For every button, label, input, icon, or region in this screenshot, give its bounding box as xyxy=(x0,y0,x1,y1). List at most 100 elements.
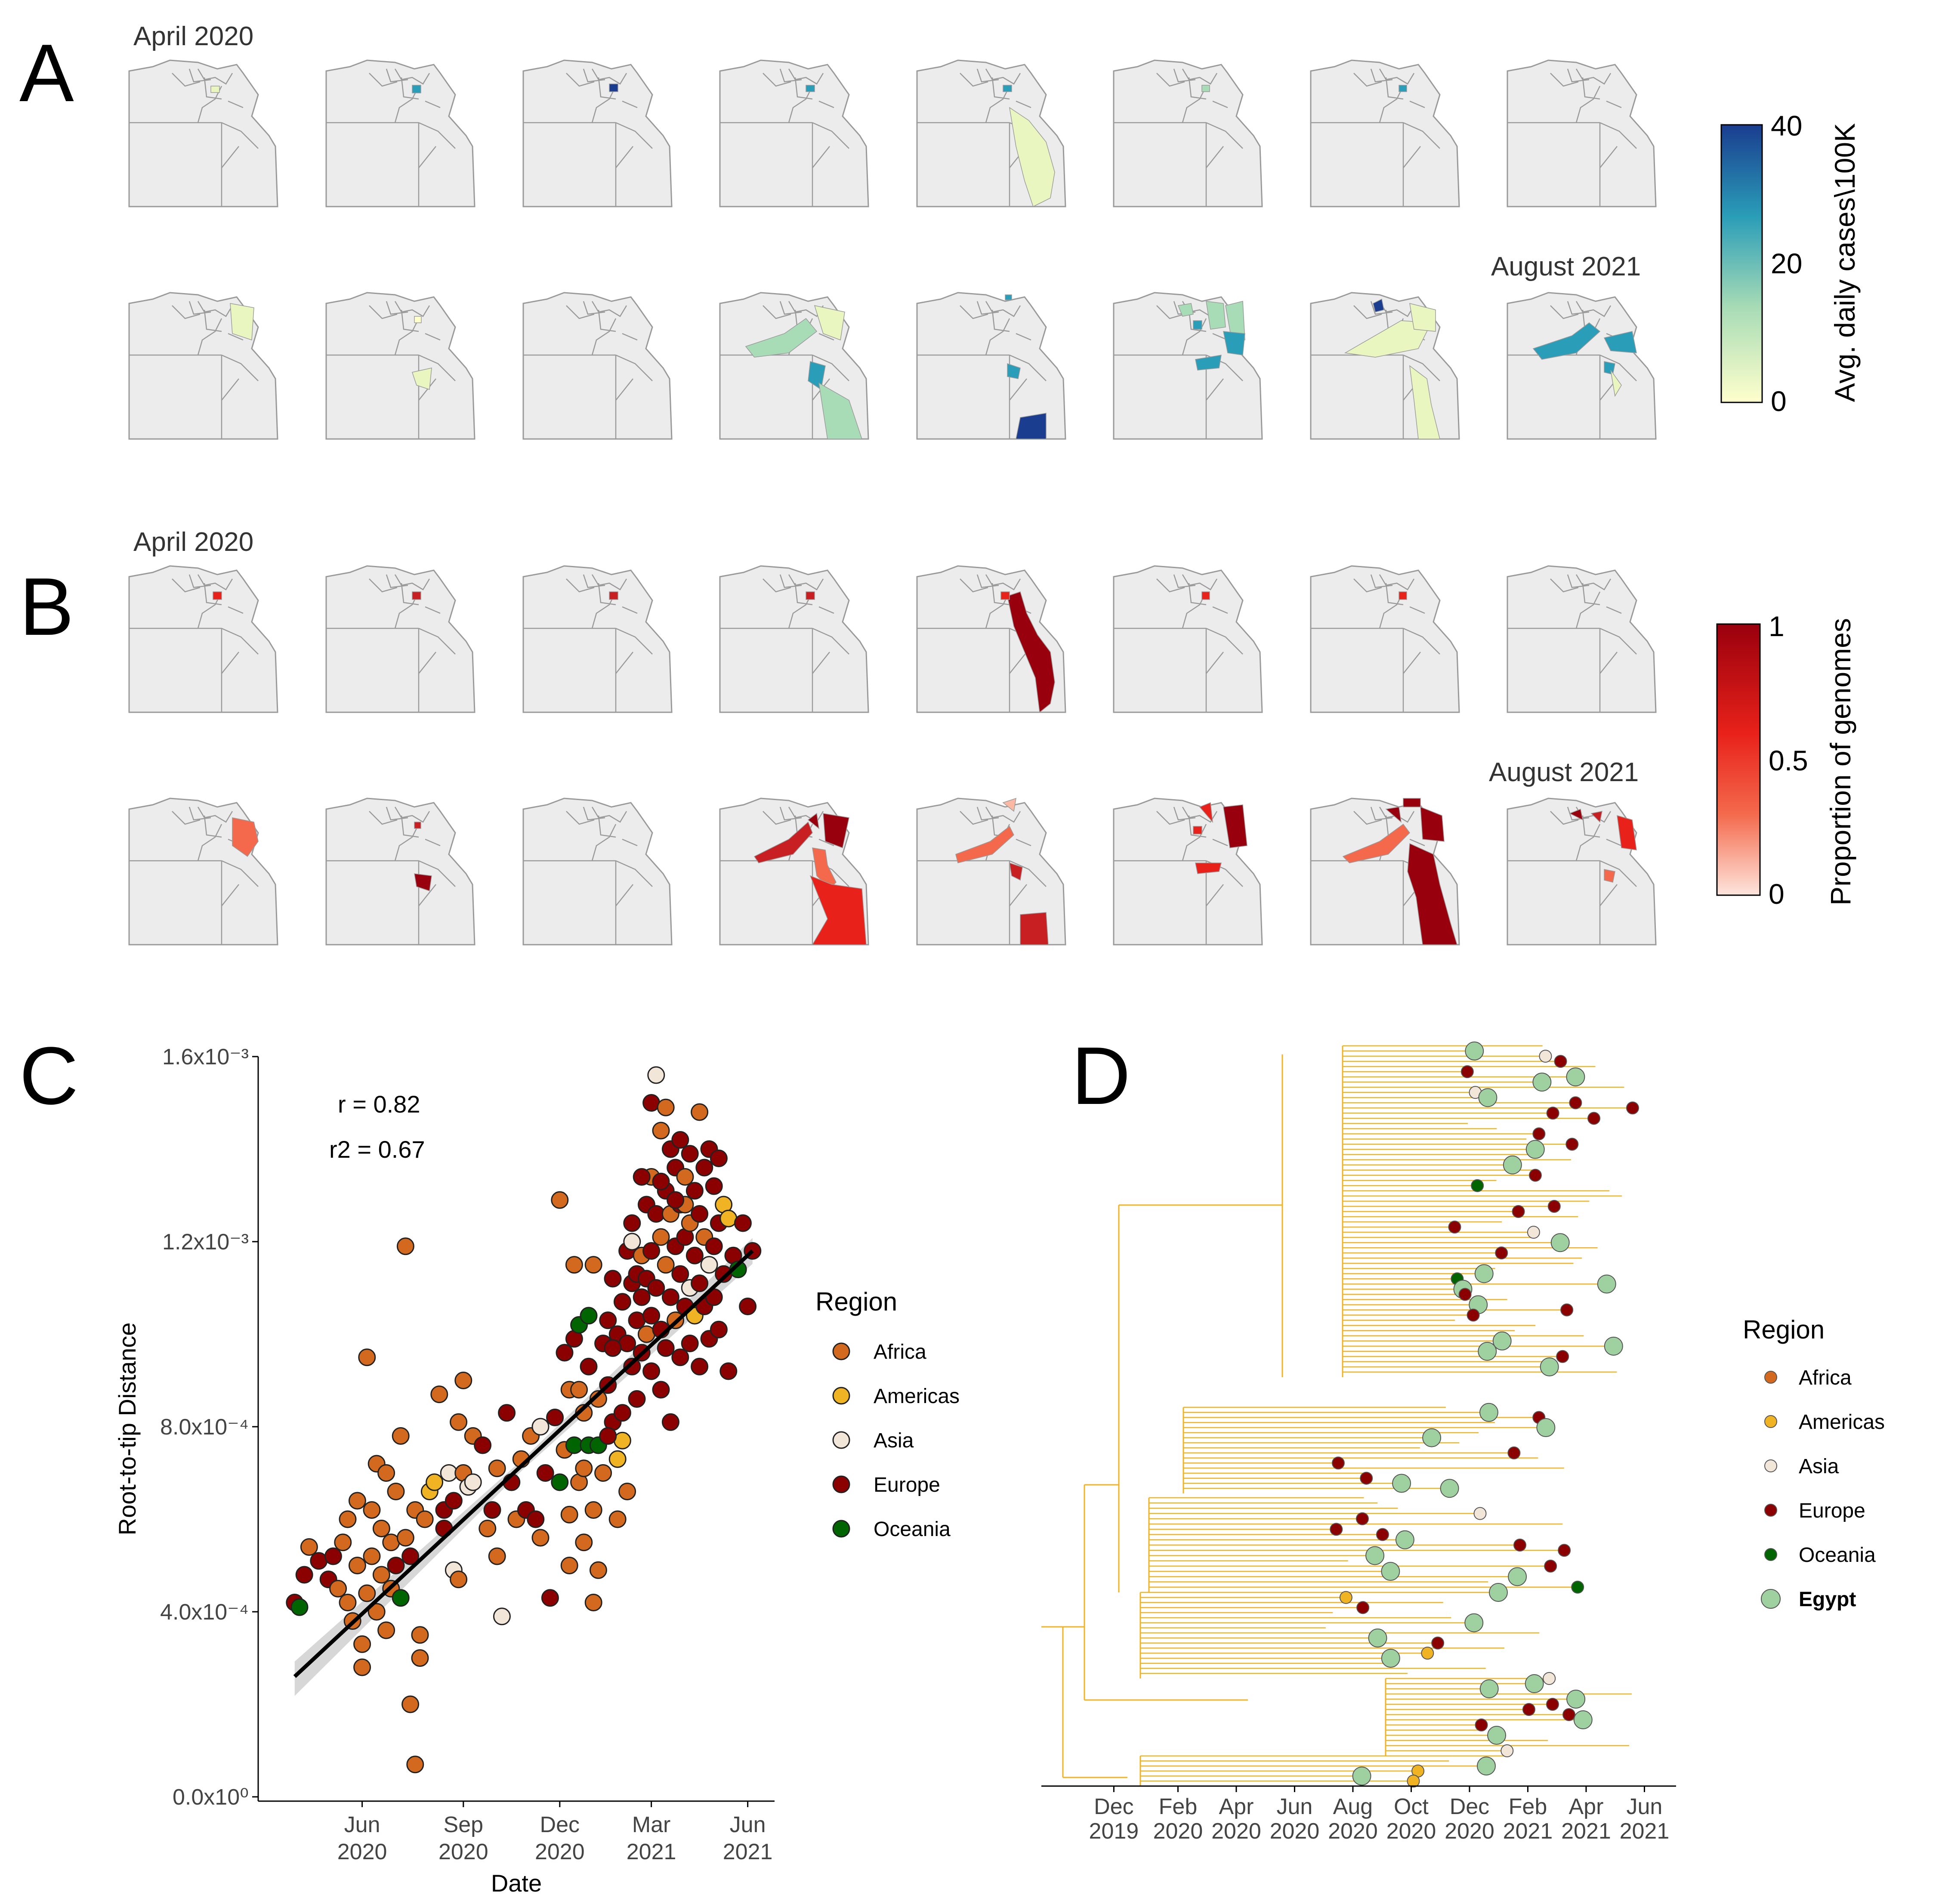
map-border xyxy=(1370,807,1393,821)
map-border xyxy=(425,838,441,847)
map-outline xyxy=(719,565,869,713)
tree-tip-egypt xyxy=(1604,1336,1623,1356)
map-b-1-6 xyxy=(1310,797,1460,946)
x-tick-year: 2021 xyxy=(627,1839,676,1864)
map-region-fill xyxy=(230,303,254,341)
regression-line xyxy=(293,1249,754,1678)
scatter-point-europe xyxy=(613,1293,631,1311)
legend-c-item-africa: Africa xyxy=(874,1341,926,1363)
map-border xyxy=(197,824,222,861)
map-border xyxy=(1409,838,1425,847)
tree-tip-egypt xyxy=(1465,1042,1484,1061)
legend-c-swatch-africa xyxy=(832,1342,850,1360)
correlation-r2: r2 = 0.67 xyxy=(329,1136,425,1163)
map-region-fill xyxy=(1569,808,1584,821)
legend-c-swatch-asia xyxy=(832,1431,850,1449)
map-border xyxy=(204,815,222,838)
tree-tip-europe xyxy=(1507,1446,1521,1459)
map-outline xyxy=(325,292,475,440)
tree-x-tick-label: Feb xyxy=(1509,1794,1547,1819)
map-border xyxy=(221,652,239,674)
scatter-point-europe xyxy=(623,1357,641,1375)
colorbar-a: 40 20 0 Avg. daily cases\100K xyxy=(1720,110,1861,417)
map-border xyxy=(221,146,239,168)
map-region-fill xyxy=(814,305,845,341)
map-a-0-7 xyxy=(1507,59,1657,207)
map-outline xyxy=(128,565,278,713)
map-border xyxy=(418,146,436,168)
map-border xyxy=(985,574,1021,590)
map-region-fill xyxy=(1009,107,1055,207)
scatter-point-africa xyxy=(479,1520,497,1537)
map-a-1-3 xyxy=(719,292,869,440)
map-border xyxy=(172,811,201,825)
tree-tip-egypt xyxy=(1479,1403,1498,1422)
scatter-point-africa xyxy=(454,1372,472,1389)
map-region-fill xyxy=(414,873,432,891)
map-border xyxy=(591,574,627,590)
map-border xyxy=(991,77,1010,100)
tree-tip-europe xyxy=(1360,1471,1373,1485)
map-border xyxy=(1409,606,1425,614)
map-border xyxy=(985,301,1021,317)
legend-d-item-europe: Europe xyxy=(1799,1499,1865,1522)
map-border xyxy=(615,652,633,674)
map-border xyxy=(598,309,616,332)
map-border xyxy=(418,652,436,674)
tree-tip-europe xyxy=(1532,1127,1546,1141)
map-border xyxy=(394,68,430,85)
map-border xyxy=(591,824,617,861)
map-border xyxy=(985,86,1010,123)
map-b-1-7 xyxy=(1507,797,1657,946)
scatter-point-africa xyxy=(618,1483,636,1500)
map-a-0-5 xyxy=(1113,59,1263,207)
map-label-a-first: April 2020 xyxy=(133,22,253,51)
legend-c-item-oceania: Oceania xyxy=(874,1518,951,1541)
map-border xyxy=(1599,627,1637,655)
map-border xyxy=(812,354,849,381)
map-border xyxy=(221,354,259,381)
map-region-fill xyxy=(1020,912,1049,945)
map-border xyxy=(763,73,791,87)
colorbar-a-tick-40: 40 xyxy=(1771,110,1802,142)
x-tick-label: Jun xyxy=(344,1812,380,1837)
scatter-point-europe xyxy=(604,1270,622,1288)
panel-label-d: D xyxy=(1071,1030,1130,1122)
map-region-fill xyxy=(745,318,818,358)
map-border xyxy=(591,301,627,317)
scatter-point-africa xyxy=(565,1256,583,1274)
tree-x-tick-year: 2020 xyxy=(1153,1819,1203,1844)
scatter-point-europe xyxy=(387,1557,405,1574)
legend-d-swatch-asia xyxy=(1764,1459,1777,1472)
panel-label-a: A xyxy=(19,28,74,119)
tree-x-tick-label: Dec xyxy=(1094,1794,1133,1819)
legend-d-item-americas: Americas xyxy=(1799,1411,1885,1434)
x-tick-label: Mar xyxy=(632,1812,671,1837)
map-border xyxy=(394,574,430,590)
colorbar-a-tick-0: 0 xyxy=(1771,385,1787,417)
tree-tip-europe xyxy=(1544,1559,1557,1573)
map-border xyxy=(394,824,420,861)
map-region-fill xyxy=(414,316,422,323)
map-region-fill xyxy=(1201,85,1210,92)
map-border xyxy=(622,100,638,108)
tree-x-tick-year: 2020 xyxy=(1211,1819,1261,1844)
map-border xyxy=(818,838,834,847)
map-outline xyxy=(1113,565,1263,713)
map-grid xyxy=(128,59,1657,946)
tree-tip-egypt xyxy=(1395,1530,1414,1549)
map-b-1-3 xyxy=(719,797,869,946)
map-region-fill xyxy=(1409,303,1436,332)
scatter-point-europe xyxy=(580,1357,598,1375)
map-a-0-6 xyxy=(1310,59,1460,207)
map-border xyxy=(1550,305,1579,319)
scatter-point-africa xyxy=(377,1621,395,1639)
map-b-1-5 xyxy=(1113,797,1263,946)
scatter-point-africa xyxy=(396,1529,414,1547)
map-border xyxy=(425,606,441,614)
x-tick-year: 2021 xyxy=(723,1839,773,1864)
scatter-point-africa xyxy=(372,1520,390,1537)
map-border xyxy=(1599,652,1618,674)
tree-tip-europe xyxy=(1565,1137,1579,1151)
map-border xyxy=(615,378,633,401)
